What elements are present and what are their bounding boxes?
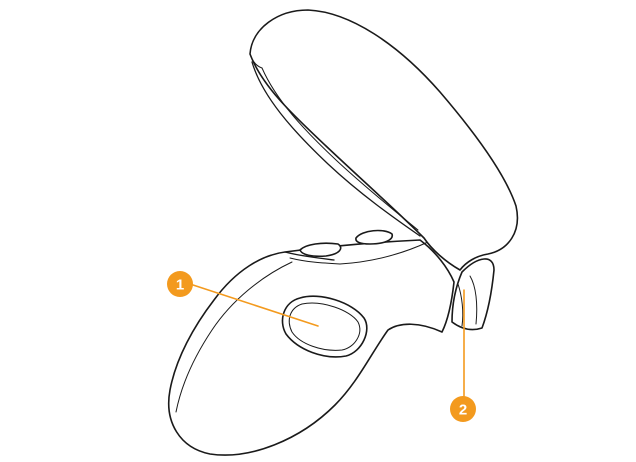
callout-2-number: 2: [459, 402, 467, 419]
callout-1-number: 1: [176, 277, 184, 294]
